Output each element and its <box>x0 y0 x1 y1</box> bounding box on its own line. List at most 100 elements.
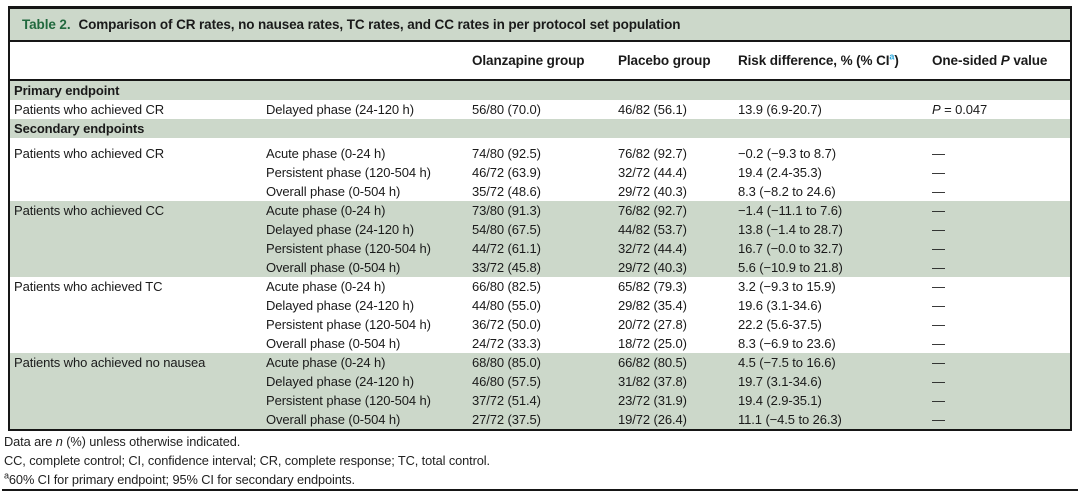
comparison-table: Olanzapine group Placebo group Risk diff… <box>10 42 1070 429</box>
row-label-cell <box>10 258 266 277</box>
row-label-cell <box>10 220 266 239</box>
row-label-cell <box>10 163 266 182</box>
placebo-cell: 76/82 (92.7) <box>618 146 687 161</box>
olanzapine-cell: 35/72 (48.6) <box>472 184 541 199</box>
risk-cell: 22.2 (5.6-37.5) <box>738 317 822 332</box>
table-row: Persistent phase (120-504 h) 46/72 (63.9… <box>10 163 1070 182</box>
col-header-olanzapine: Olanzapine group <box>472 42 618 81</box>
pvalue-cell: — <box>932 391 1070 410</box>
placebo-cell: 29/72 (40.3) <box>618 184 687 199</box>
footnote-ci-note: a60% CI for primary endpoint; 95% CI for… <box>4 470 356 487</box>
placebo-cell: 32/72 (44.4) <box>618 239 738 258</box>
risk-cell: 13.8 (−1.4 to 28.7) <box>738 220 932 239</box>
table-title-text: Comparison of CR rates, no nausea rates,… <box>78 17 681 32</box>
olanzapine-cell: 68/80 (85.0) <box>472 353 618 372</box>
pvalue-cell: — <box>932 336 945 351</box>
placebo-cell: 23/72 (31.9) <box>618 391 738 410</box>
pvalue-cell: — <box>932 220 1070 239</box>
table-row: Persistent phase (120-504 h) 36/72 (50.0… <box>10 315 1070 334</box>
phase-cell: Acute phase (0-24 h) <box>266 279 386 294</box>
col-header-risk-difference: Risk difference, % (% CIa) <box>738 42 932 81</box>
olanzapine-cell: 44/72 (61.1) <box>472 239 618 258</box>
olanzapine-cell: 46/80 (57.5) <box>472 372 618 391</box>
table-row: Delayed phase (24-120 h) 44/80 (55.0) 29… <box>10 296 1070 315</box>
placebo-cell: 29/82 (35.4) <box>618 298 687 313</box>
phase-cell: Persistent phase (120-504 h) <box>266 239 472 258</box>
table-footnotes: Data are n (%) unless otherwise indicate… <box>4 432 490 489</box>
row-label-cell: Patients who achieved CC <box>10 201 266 220</box>
risk-cell: 16.7 (−0.0 to 32.7) <box>738 239 932 258</box>
risk-cell: 13.9 (6.9-20.7) <box>738 102 822 117</box>
table-number: Table 2. <box>22 17 71 32</box>
olanzapine-cell: 36/72 (50.0) <box>472 317 541 332</box>
olanzapine-cell: 56/80 (70.0) <box>472 102 541 117</box>
pvalue-cell: — <box>932 298 945 313</box>
phase-cell: Delayed phase (24-120 h) <box>266 298 414 313</box>
col-header-p-value: One-sided P value <box>932 42 1070 81</box>
placebo-cell: 31/82 (37.8) <box>618 372 738 391</box>
phase-cell: Delayed phase (24-120 h) <box>266 102 414 117</box>
table-row: Patients who achieved CR Acute phase (0-… <box>10 138 1070 163</box>
olanzapine-cell: 74/80 (92.5) <box>472 146 541 161</box>
placebo-cell: 29/72 (40.3) <box>618 258 738 277</box>
pvalue-cell: — <box>932 279 945 294</box>
placebo-cell: 44/82 (53.7) <box>618 220 738 239</box>
olanzapine-cell: 54/80 (67.5) <box>472 220 618 239</box>
phase-cell: Overall phase (0-504 h) <box>266 336 401 351</box>
risk-cell: 5.6 (−10.9 to 21.8) <box>738 258 932 277</box>
section-band-primary: Primary endpoint <box>10 80 1070 100</box>
row-label-cell <box>10 296 266 315</box>
section-band-label: Primary endpoint <box>10 80 1070 100</box>
pvalue-cell: — <box>932 258 1070 277</box>
risk-cell: −0.2 (−9.3 to 8.7) <box>738 146 836 161</box>
footnote-marker-a: a <box>889 51 895 62</box>
row-label-cell: Patients who achieved no nausea <box>10 353 266 372</box>
table-row: Patients who achieved CR Delayed phase (… <box>10 100 1070 119</box>
table-row: Persistent phase (120-504 h) 37/72 (51.4… <box>10 391 1070 410</box>
col-header-empty-2 <box>266 42 472 81</box>
placebo-cell: 76/82 (92.7) <box>618 201 738 220</box>
risk-cell: 8.3 (−6.9 to 23.6) <box>738 336 836 351</box>
pvalue-cell: — <box>932 184 945 199</box>
table-row: Delayed phase (24-120 h) 54/80 (67.5) 44… <box>10 220 1070 239</box>
phase-cell: Persistent phase (120-504 h) <box>266 391 472 410</box>
table-caption: Table 2. Comparison of CR rates, no nause… <box>10 9 1070 42</box>
row-label-cell <box>10 391 266 410</box>
row-label-cell: Patients who achieved CR <box>14 102 165 117</box>
footnote-data-note: Data are n (%) unless otherwise indicate… <box>4 434 241 449</box>
placebo-cell: 18/72 (25.0) <box>618 336 687 351</box>
phase-cell: Delayed phase (24-120 h) <box>266 220 472 239</box>
olanzapine-cell: 73/80 (91.3) <box>472 201 618 220</box>
phase-cell: Acute phase (0-24 h) <box>266 201 472 220</box>
risk-cell: 19.4 (2.4-35.3) <box>738 165 822 180</box>
risk-cell: 8.3 (−8.2 to 24.6) <box>738 184 836 199</box>
risk-cell: 4.5 (−7.5 to 16.6) <box>738 353 932 372</box>
placebo-cell: 20/72 (27.8) <box>618 317 687 332</box>
row-label-cell <box>10 239 266 258</box>
table-row: Overall phase (0-504 h) 27/72 (37.5) 19/… <box>10 410 1070 429</box>
phase-cell: Delayed phase (24-120 h) <box>266 372 472 391</box>
olanzapine-cell: 46/72 (63.9) <box>472 165 541 180</box>
col-header-placebo: Placebo group <box>618 42 738 81</box>
pvalue-cell: — <box>932 201 1070 220</box>
pvalue-cell: — <box>932 239 1070 258</box>
table-row: Overall phase (0-504 h) 33/72 (45.8) 29/… <box>10 258 1070 277</box>
table-2-box: Table 2. Comparison of CR rates, no nause… <box>8 6 1072 431</box>
olanzapine-cell: 66/80 (82.5) <box>472 279 541 294</box>
placebo-cell: 19/72 (26.4) <box>618 410 738 429</box>
table-row: Overall phase (0-504 h) 35/72 (48.6) 29/… <box>10 182 1070 201</box>
phase-cell: Persistent phase (120-504 h) <box>266 165 431 180</box>
row-label-cell <box>10 182 266 201</box>
risk-cell: −1.4 (−11.1 to 7.6) <box>738 201 932 220</box>
olanzapine-cell: 37/72 (51.4) <box>472 391 618 410</box>
col-header-empty-1 <box>10 42 266 81</box>
footnote-marker-a: a <box>4 470 9 481</box>
table-row: Delayed phase (24-120 h) 46/80 (57.5) 31… <box>10 372 1070 391</box>
phase-cell: Overall phase (0-504 h) <box>266 410 472 429</box>
pvalue-cell: — <box>932 146 945 161</box>
row-label-cell <box>10 315 266 334</box>
table-row: Patients who achieved TC Acute phase (0-… <box>10 277 1070 296</box>
phase-cell: Overall phase (0-504 h) <box>266 184 401 199</box>
placebo-cell: 66/82 (80.5) <box>618 353 738 372</box>
